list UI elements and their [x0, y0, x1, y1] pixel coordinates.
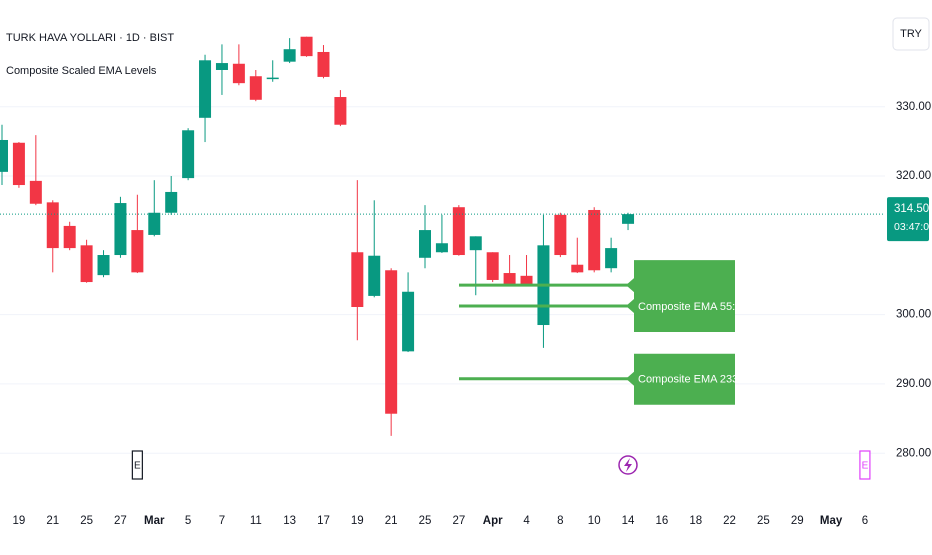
indicator-name: Composite Scaled EMA Levels: [6, 65, 157, 77]
candle-body: [588, 209, 601, 271]
x-tick-label: 22: [723, 515, 736, 527]
x-tick-label: 19: [13, 515, 26, 527]
candle-body: [368, 255, 381, 296]
x-tick-label: 6: [862, 515, 868, 527]
x-tick-label: 27: [114, 515, 127, 527]
x-tick-label: 21: [46, 515, 59, 527]
candle-body: [503, 273, 516, 285]
ema-tag: [626, 280, 735, 332]
y-tick-label: 290.00: [896, 378, 931, 390]
candle-body: [249, 76, 262, 100]
candle-body: [554, 214, 567, 256]
y-tick-label: 300.00: [896, 309, 931, 321]
earnings-icon: [131, 450, 143, 480]
x-tick-label: 27: [452, 515, 465, 527]
candle-body: [435, 243, 448, 253]
candle-body: [0, 139, 8, 172]
candle-body: [12, 142, 25, 186]
candle-body: [114, 203, 127, 256]
x-tick-label: 19: [351, 515, 364, 527]
currency-label: TRY: [900, 28, 922, 40]
x-tick-label: 11: [250, 515, 262, 527]
chart-title: TURK HAVA YOLLARI · 1D · BIST: [6, 32, 174, 44]
y-tick-label: 280.00: [896, 447, 931, 459]
candle-body: [452, 207, 465, 256]
candle-body: [300, 36, 313, 57]
x-tick-label: 16: [655, 515, 668, 527]
earnings-label: E: [134, 461, 141, 472]
candle-body: [97, 255, 110, 276]
x-tick-label: Mar: [144, 515, 165, 527]
candle-body: [486, 252, 499, 280]
price-label: 314.50: [894, 203, 929, 215]
x-tick-label: 25: [419, 515, 432, 527]
candle-body: [80, 245, 93, 283]
ema-label: Composite EMA 55: 301.25: [638, 301, 772, 313]
candle-body: [469, 236, 482, 251]
earnings-icon: [859, 450, 871, 480]
price-tag: [887, 197, 929, 242]
x-tick-label: 13: [283, 515, 296, 527]
ema-tag: [626, 353, 735, 405]
candle-body: [520, 275, 533, 285]
x-tick-label: Apr: [483, 515, 503, 527]
candle-body: [199, 60, 212, 118]
countdown-label: 03:47:05: [894, 221, 932, 233]
candle-body: [605, 248, 618, 269]
ema-label: Composite EMA 233: 290.75: [638, 374, 778, 386]
x-tick-label: May: [820, 515, 843, 527]
x-tick-label: 18: [689, 515, 702, 527]
candle-body: [63, 225, 76, 249]
y-tick-label: 330.00: [896, 101, 931, 113]
x-tick-label: 14: [622, 515, 635, 527]
x-tick-label: 25: [757, 515, 770, 527]
dividend-icon: [618, 455, 638, 475]
candle-body: [46, 202, 59, 249]
candle-body: [317, 51, 330, 77]
x-tick-label: 25: [80, 515, 93, 527]
x-tick-label: 7: [219, 515, 225, 527]
candle-body: [148, 212, 161, 235]
candle-body: [131, 230, 144, 273]
candle-body: [215, 63, 228, 70]
x-tick-label: 17: [317, 515, 330, 527]
candle-body: [283, 49, 296, 62]
candle-body: [402, 291, 415, 352]
x-tick-label: 29: [791, 515, 804, 527]
y-tick-label: 320.00: [896, 170, 931, 182]
candle-body: [266, 77, 279, 80]
candle-body: [385, 270, 398, 414]
candle-body: [29, 180, 42, 204]
candle-body: [165, 191, 178, 213]
x-tick-label: 10: [588, 515, 601, 527]
currency-button[interactable]: [892, 17, 930, 51]
candle-body: [182, 130, 195, 179]
candle-body: [334, 97, 347, 125]
earnings-label: E: [862, 461, 869, 472]
candle-body: [232, 63, 245, 84]
x-tick-label: 21: [385, 515, 398, 527]
x-tick-label: 8: [557, 515, 563, 527]
candle-body: [419, 230, 431, 258]
candle-body: [351, 252, 364, 307]
x-tick-label: 5: [185, 515, 191, 527]
candle-body: [571, 264, 584, 273]
candle-body: [622, 214, 635, 224]
x-tick-label: 4: [523, 515, 530, 527]
